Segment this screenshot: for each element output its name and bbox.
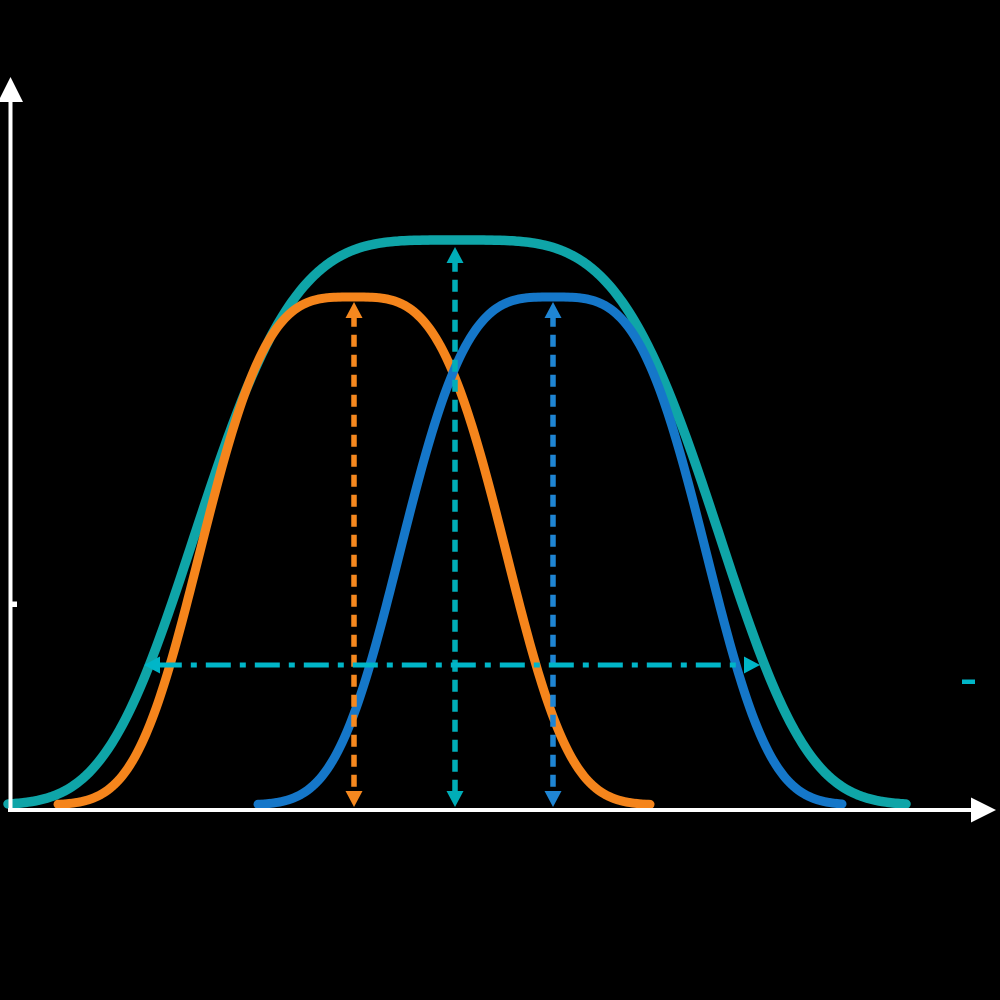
blue-peak-height-arrow-bottom-arrowhead-icon xyxy=(544,791,562,807)
spread-width-arrow-left-arrowhead-icon xyxy=(144,656,160,674)
teal-peak-height-arrow-top-arrowhead-icon xyxy=(446,247,464,263)
orange-curve xyxy=(53,292,655,809)
teal-wide-curve xyxy=(3,235,911,809)
orange-peak-height-arrow-top-arrowhead-icon xyxy=(345,302,363,318)
orange-peak-height-arrow-bottom-arrowhead-icon xyxy=(345,791,363,807)
y-axis-tick xyxy=(9,601,17,607)
blue-curve xyxy=(253,292,847,809)
y-axis-arrowhead-icon xyxy=(0,77,23,102)
small-dash-mark xyxy=(962,679,975,684)
x-axis-arrowhead-icon xyxy=(971,797,996,823)
teal-peak-height-arrow-bottom-arrowhead-icon xyxy=(446,791,464,807)
spread-width-arrow-right-arrowhead-icon xyxy=(744,656,760,674)
blue-peak-height-arrow-top-arrowhead-icon xyxy=(544,302,562,318)
